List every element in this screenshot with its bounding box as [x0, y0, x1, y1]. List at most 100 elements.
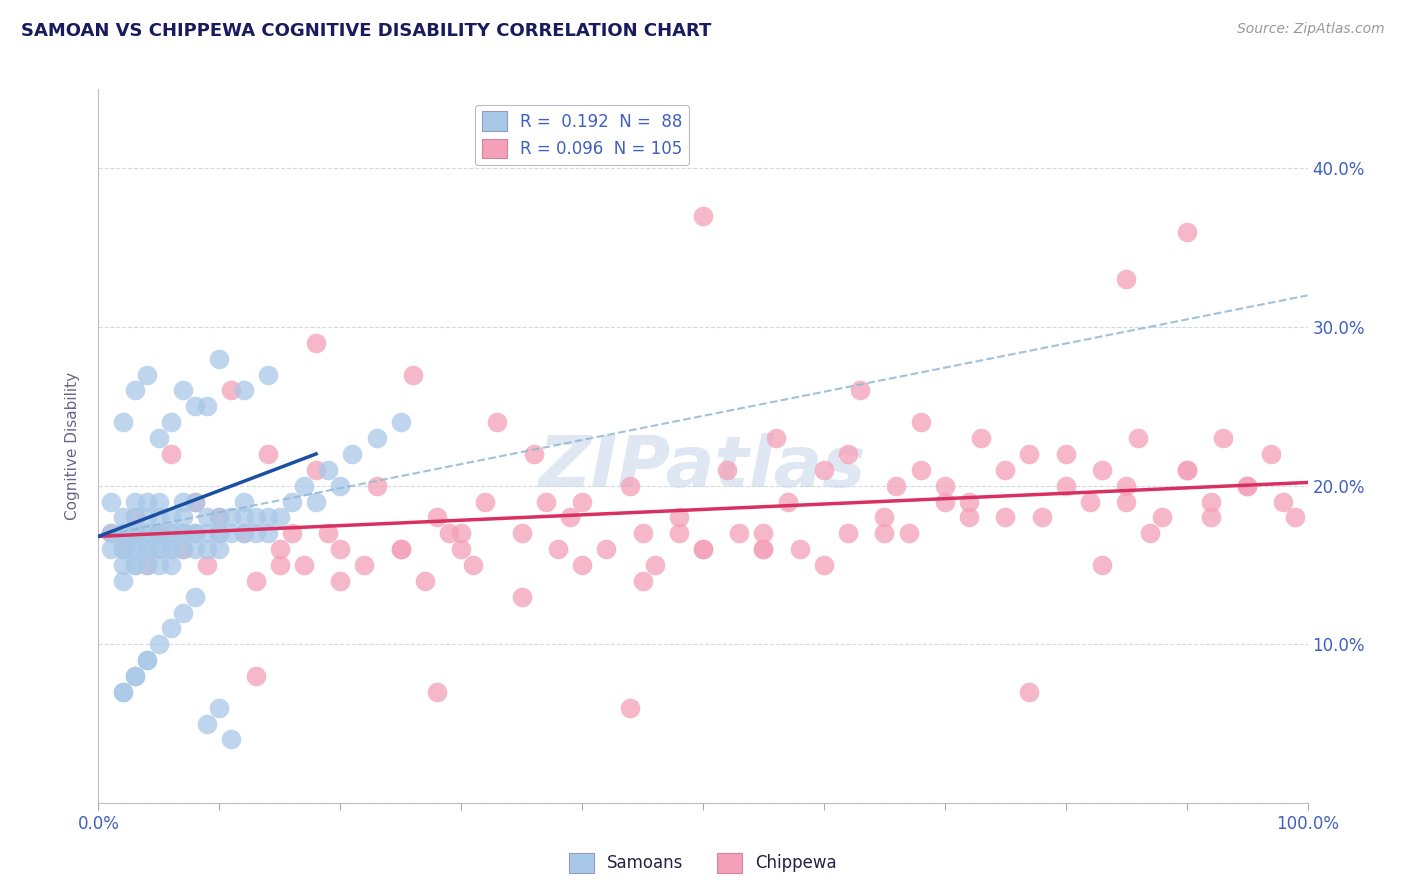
- Point: [523, 447, 546, 461]
- Point: [232, 526, 254, 541]
- Point: [1199, 510, 1222, 524]
- Point: [232, 526, 254, 541]
- Point: [728, 526, 751, 541]
- Point: [1115, 494, 1137, 508]
- Point: [437, 526, 460, 541]
- Point: [934, 494, 956, 508]
- Point: [135, 494, 157, 508]
- Point: [765, 431, 787, 445]
- Point: [571, 558, 593, 572]
- Point: [1091, 463, 1114, 477]
- Point: [463, 558, 485, 572]
- Point: [256, 447, 278, 461]
- Point: [342, 447, 364, 461]
- Point: [547, 542, 569, 557]
- Point: [172, 542, 194, 557]
- Point: [172, 384, 194, 398]
- Point: [1284, 510, 1306, 524]
- Point: [1236, 478, 1258, 492]
- Point: [692, 542, 714, 557]
- Point: [329, 542, 352, 557]
- Point: [1018, 447, 1040, 461]
- Point: [994, 463, 1017, 477]
- Point: [644, 558, 666, 572]
- Point: [160, 621, 183, 635]
- Point: [172, 526, 194, 541]
- Point: [619, 478, 641, 492]
- Point: [837, 526, 859, 541]
- Point: [426, 510, 449, 524]
- Point: [668, 510, 690, 524]
- Point: [111, 558, 134, 572]
- Point: [124, 526, 146, 541]
- Point: [692, 209, 714, 223]
- Point: [873, 510, 896, 524]
- Point: [111, 542, 134, 557]
- Point: [100, 526, 122, 541]
- Legend: R =  0.192  N =  88, R = 0.096  N = 105: R = 0.192 N = 88, R = 0.096 N = 105: [475, 104, 689, 165]
- Point: [100, 526, 122, 541]
- Point: [269, 558, 291, 572]
- Point: [124, 669, 146, 683]
- Point: [195, 510, 218, 524]
- Point: [789, 542, 811, 557]
- Point: [305, 335, 328, 350]
- Point: [208, 526, 231, 541]
- Y-axis label: Cognitive Disability: Cognitive Disability: [65, 372, 80, 520]
- Point: [148, 526, 170, 541]
- Point: [160, 415, 183, 429]
- Point: [160, 447, 183, 461]
- Point: [208, 542, 231, 557]
- Point: [595, 542, 617, 557]
- Point: [195, 542, 218, 557]
- Point: [111, 685, 134, 699]
- Point: [195, 526, 218, 541]
- Point: [813, 463, 835, 477]
- Point: [111, 526, 134, 541]
- Point: [389, 542, 412, 557]
- Point: [886, 478, 908, 492]
- Point: [135, 510, 157, 524]
- Point: [1054, 447, 1077, 461]
- Text: ZIPatlas: ZIPatlas: [540, 433, 866, 502]
- Text: Source: ZipAtlas.com: Source: ZipAtlas.com: [1237, 22, 1385, 37]
- Point: [111, 415, 134, 429]
- Point: [232, 384, 254, 398]
- Point: [256, 526, 278, 541]
- Point: [281, 494, 304, 508]
- Point: [208, 700, 231, 714]
- Point: [111, 685, 134, 699]
- Point: [897, 526, 920, 541]
- Point: [970, 431, 993, 445]
- Point: [486, 415, 509, 429]
- Point: [124, 384, 146, 398]
- Point: [135, 526, 157, 541]
- Point: [1054, 478, 1077, 492]
- Point: [195, 558, 218, 572]
- Point: [269, 510, 291, 524]
- Point: [221, 732, 243, 747]
- Point: [1152, 510, 1174, 524]
- Point: [281, 526, 304, 541]
- Point: [135, 653, 157, 667]
- Point: [1199, 494, 1222, 508]
- Point: [1236, 478, 1258, 492]
- Point: [1260, 447, 1282, 461]
- Point: [208, 510, 231, 524]
- Point: [1091, 558, 1114, 572]
- Point: [849, 384, 872, 398]
- Point: [184, 526, 207, 541]
- Point: [1175, 225, 1198, 239]
- Point: [752, 526, 775, 541]
- Point: [366, 431, 388, 445]
- Point: [160, 542, 183, 557]
- Point: [631, 574, 654, 588]
- Point: [172, 606, 194, 620]
- Point: [172, 526, 194, 541]
- Point: [208, 351, 231, 366]
- Point: [534, 494, 557, 508]
- Point: [1212, 431, 1234, 445]
- Point: [172, 542, 194, 557]
- Point: [100, 494, 122, 508]
- Point: [316, 463, 339, 477]
